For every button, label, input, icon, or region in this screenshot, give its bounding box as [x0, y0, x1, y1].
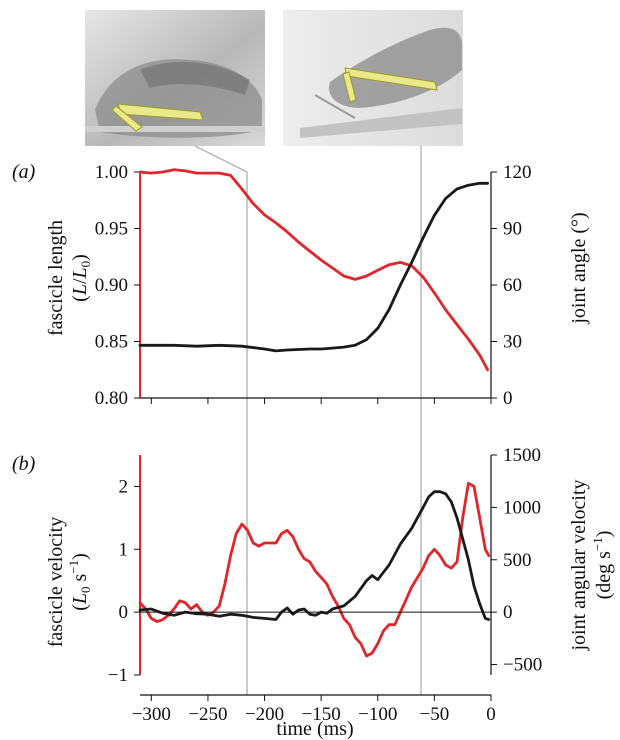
joint-series-line-a — [138, 181, 490, 353]
right-tick-label: −500 — [503, 655, 542, 676]
left-tick-label: 0.90 — [95, 275, 128, 296]
right-tick-label: 1500 — [503, 445, 541, 466]
fascicle-series-line-b — [138, 481, 491, 658]
right-tick-label: 30 — [503, 332, 522, 353]
x-tick-label: −200 — [245, 704, 284, 725]
left-tick-label: 1 — [119, 539, 129, 560]
left-tick-label: 0.95 — [95, 219, 128, 240]
right-tick-label: 0 — [503, 602, 513, 623]
left-ylabel-a-units: (L/L0) — [69, 254, 93, 302]
x-tick-label: −300 — [132, 704, 171, 725]
panel-label-b: (b) — [12, 453, 36, 475]
right-tick-label: 60 — [503, 275, 522, 296]
left-ylabel-b-units: (L0 s−1) — [66, 553, 93, 611]
right-ylabel-b-units: (deg s−1) — [590, 531, 615, 600]
left-tick-label: 0.85 — [95, 332, 128, 353]
left-tick-label: 2 — [119, 476, 129, 497]
guide-line-left — [194, 145, 248, 695]
right-ylabel-b: joint angular velocity — [568, 479, 590, 651]
x-tick-label: −50 — [420, 704, 450, 725]
left-tick-label: −1 — [108, 665, 128, 686]
foot-xray-icon — [342, 67, 438, 103]
left-tick-label: 0 — [119, 602, 129, 623]
x-tick-label: 0 — [486, 704, 496, 725]
left-ylabel-a: fascicle length — [45, 220, 67, 336]
x-axis-label: time (ms) — [276, 718, 353, 740]
right-tick-label: 90 — [503, 219, 522, 240]
time-guide-lines — [194, 145, 422, 695]
right-xray-photo — [283, 10, 463, 146]
panel-a-plot: 0.80 0.85 0.90 0.95 1.00 0 30 60 90 120 — [95, 162, 532, 409]
x-tick-label: −150 — [302, 704, 341, 725]
foot-xray-icon — [111, 103, 204, 132]
fascicle-series-line-a — [138, 168, 490, 372]
left-ylabel-b: fascicle velocity — [45, 517, 67, 648]
left-xray-photo — [85, 10, 265, 146]
right-tick-label: 1000 — [503, 497, 541, 518]
right-tick-label: 120 — [503, 162, 532, 183]
x-tick-label: −250 — [188, 704, 227, 725]
joint-series-line-b — [138, 490, 491, 621]
panel-label-a: (a) — [12, 161, 36, 183]
right-tick-label: 0 — [503, 388, 513, 409]
x-tick-label: −100 — [358, 704, 397, 725]
left-tick-label: 0.80 — [95, 388, 128, 409]
left-tick-label: 1.00 — [95, 162, 128, 183]
right-tick-label: 500 — [503, 550, 532, 571]
right-ylabel-a: joint angle (°) — [568, 212, 590, 324]
